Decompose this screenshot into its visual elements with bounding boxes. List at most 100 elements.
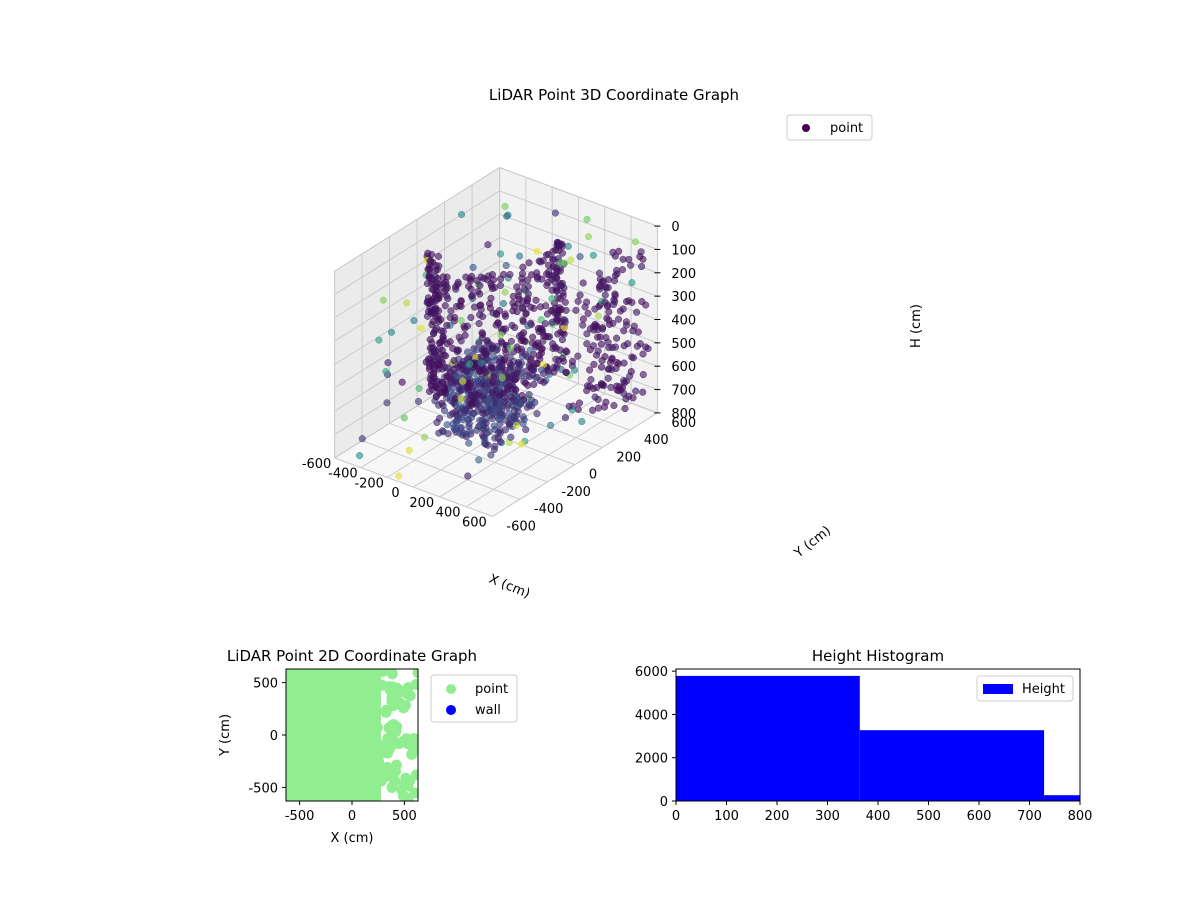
histogram: Height Histogram 0 100 200 300 400 500 600 700 8… xyxy=(635,647,1093,824)
point-3d xyxy=(604,365,613,373)
point-3d xyxy=(427,257,435,265)
point-3d xyxy=(429,276,437,284)
point-3d xyxy=(467,313,475,322)
point-3d xyxy=(528,339,536,347)
point-3d xyxy=(489,407,497,415)
plot-2d: LiDAR Point 2D Coordinate Graph -500 0 500… xyxy=(218,647,518,846)
point-3d xyxy=(451,313,459,321)
z-tick-label: 600 xyxy=(671,360,696,375)
histogram-legend: Height xyxy=(976,675,1074,702)
point-3d xyxy=(611,271,619,280)
point-2d xyxy=(391,737,403,749)
point-3d xyxy=(552,355,560,363)
grid-line-z xyxy=(499,190,658,250)
point-3d xyxy=(475,339,483,347)
point-3d xyxy=(436,414,444,422)
point-3d xyxy=(525,390,533,399)
point-3d xyxy=(632,387,640,395)
point-3d xyxy=(583,215,591,223)
point-3d xyxy=(452,408,460,416)
point-3d xyxy=(620,377,628,385)
point-2d xyxy=(363,720,375,732)
point-3d xyxy=(574,297,582,305)
point-3d xyxy=(444,430,452,438)
point-3d xyxy=(455,363,463,371)
point-3d xyxy=(466,360,474,368)
x-tick-label: 600 xyxy=(462,515,487,530)
point-3d xyxy=(519,304,527,312)
point-3d xyxy=(510,406,518,415)
grid-line-z xyxy=(334,190,500,295)
plot-2d-area xyxy=(285,668,419,802)
point-3d xyxy=(507,433,515,441)
point-3d xyxy=(475,320,483,328)
x-tick-label: 800 xyxy=(1068,809,1093,824)
point-3d xyxy=(480,409,488,417)
point-3d xyxy=(437,316,445,324)
point-3d xyxy=(589,406,597,414)
point-3d xyxy=(465,439,473,447)
point-3d xyxy=(554,330,562,338)
point-3d xyxy=(499,299,507,308)
point-3d xyxy=(578,417,586,426)
point-3d xyxy=(625,255,633,263)
point-3d xyxy=(507,337,515,345)
point-3d xyxy=(525,259,533,267)
point-3d xyxy=(468,272,476,280)
y-tick-label: -600 xyxy=(506,519,536,534)
point-3d xyxy=(495,358,503,367)
point-3d xyxy=(519,263,527,271)
point-3d xyxy=(513,343,521,351)
point-3d xyxy=(435,307,443,315)
point-3d xyxy=(453,419,461,427)
point-3d xyxy=(519,420,527,428)
point-3d xyxy=(453,346,461,354)
point-3d xyxy=(533,410,541,418)
point-3d xyxy=(494,319,502,327)
point-3d xyxy=(520,329,528,337)
point-3d xyxy=(442,352,450,360)
point-3d xyxy=(459,377,467,385)
grid-line-z xyxy=(334,237,500,342)
point-3d xyxy=(538,366,546,374)
plot-3d-legend-marker xyxy=(802,124,810,132)
point-3d xyxy=(436,280,444,288)
point-2d xyxy=(364,697,376,708)
point-3d xyxy=(497,331,505,339)
point-3d xyxy=(579,321,587,329)
grid-line-z xyxy=(334,213,500,319)
y-tick-label: 500 xyxy=(253,677,278,692)
point-3d xyxy=(512,422,520,430)
point-3d xyxy=(615,383,623,391)
y-tick-label: 600 xyxy=(671,416,696,431)
point-3d xyxy=(548,286,556,294)
point-3d xyxy=(545,261,553,269)
plot-3d: LiDAR Point 3D Coordinate Graph -600-400… xyxy=(302,86,924,602)
point-2d xyxy=(398,790,409,801)
point-3d xyxy=(459,416,467,424)
point-3d xyxy=(509,292,517,300)
point-3d xyxy=(501,288,509,296)
z-tick-label: 200 xyxy=(671,267,696,282)
point-3d xyxy=(495,391,503,399)
point-3d xyxy=(597,340,605,348)
point-3d xyxy=(507,393,515,401)
point-3d xyxy=(557,282,566,290)
point-3d xyxy=(414,397,423,405)
point-3d xyxy=(415,384,423,392)
point-3d xyxy=(586,382,594,390)
point-3d xyxy=(434,290,442,298)
point-3d xyxy=(449,379,457,387)
point-3d xyxy=(479,431,487,439)
point-3d xyxy=(639,371,647,379)
y-tick-label: 0 xyxy=(660,795,668,810)
x-tick-label: 100 xyxy=(714,809,739,824)
point-3d xyxy=(506,344,514,352)
z-tick-label: 500 xyxy=(671,337,696,352)
point-3d xyxy=(600,403,609,411)
point-3d xyxy=(403,299,411,307)
plot-3d-z-ticks: 0 100 200 300 400 500 600 700 800 xyxy=(654,220,696,422)
point-3d xyxy=(639,350,647,358)
plot-2d-legend-marker-wall xyxy=(446,705,456,715)
point-3d xyxy=(510,413,518,421)
